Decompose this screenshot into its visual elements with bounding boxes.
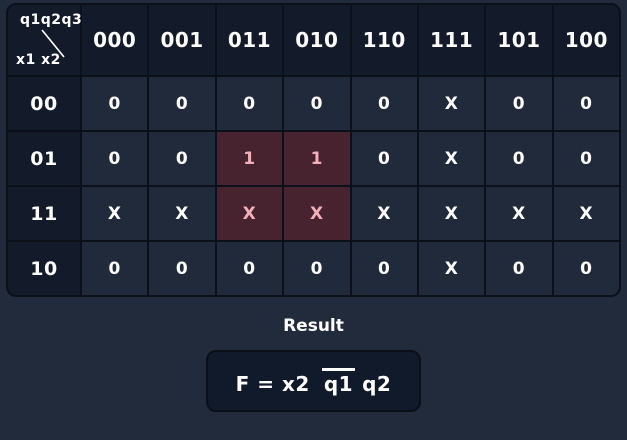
- row-header-10: 10: [8, 242, 80, 295]
- kmap-cell[interactable]: 0: [351, 132, 417, 185]
- row-header-00: 00: [8, 77, 80, 130]
- col-header-111: 111: [418, 5, 485, 75]
- kmap-cell[interactable]: 0: [82, 77, 148, 130]
- kmap-cell[interactable]: X: [351, 187, 417, 240]
- result-label: Result: [283, 316, 344, 336]
- kmap-cell[interactable]: X: [418, 242, 485, 295]
- kmap-cell[interactable]: 0: [351, 77, 417, 130]
- kmap-corner-cell: q1q2q3 x1 x2: [8, 5, 83, 75]
- col-header-110: 110: [351, 5, 417, 75]
- col-header-101: 101: [486, 5, 552, 75]
- col-header-001: 001: [149, 5, 215, 75]
- kmap-table: q1q2q3 x1 x2 000 001 011 010 110 111 101…: [6, 3, 621, 297]
- kmap-cell[interactable]: 0: [553, 77, 619, 130]
- kmap-cell[interactable]: 0: [216, 77, 283, 130]
- kmap-cell[interactable]: 0: [216, 242, 283, 295]
- kmap-cell[interactable]: 0: [351, 242, 417, 295]
- kmap-cell[interactable]: X: [486, 187, 552, 240]
- row-header-01: 01: [8, 132, 80, 185]
- formula-prefix: F = x2: [235, 372, 310, 396]
- kmap-cell[interactable]: 0: [553, 242, 619, 295]
- kmap-cell[interactable]: 0: [284, 77, 350, 130]
- kmap-cell[interactable]: X: [553, 187, 619, 240]
- kmap-cell[interactable]: 1: [216, 132, 283, 185]
- kmap-cell[interactable]: X: [418, 132, 485, 185]
- kmap-cell[interactable]: X: [216, 187, 283, 240]
- kmap-cell[interactable]: 1: [284, 132, 350, 185]
- col-header-000: 000: [82, 5, 148, 75]
- col-header-011: 011: [216, 5, 283, 75]
- formula-overlined-term: q1: [321, 368, 356, 396]
- kmap-cell[interactable]: 0: [486, 242, 552, 295]
- kmap-cell[interactable]: X: [149, 187, 215, 240]
- kmap-cell[interactable]: X: [82, 187, 148, 240]
- kmap-cell[interactable]: 0: [149, 77, 215, 130]
- kmap-cell[interactable]: X: [418, 77, 485, 130]
- col-header-010: 010: [284, 5, 350, 75]
- diagonal-divider-line: [41, 29, 65, 58]
- kmap-cell[interactable]: X: [284, 187, 350, 240]
- result-formula-box: F = x2 q1 q2: [205, 350, 422, 412]
- kmap-cell[interactable]: 0: [149, 242, 215, 295]
- kmap-cell[interactable]: 0: [486, 77, 552, 130]
- kmap-cell[interactable]: X: [418, 187, 485, 240]
- corner-col-vars-label: q1q2q3: [20, 12, 83, 28]
- kmap-cell[interactable]: 0: [82, 242, 148, 295]
- result-section: Result F = x2 q1 q2: [0, 312, 627, 412]
- kmap-cell[interactable]: 0: [553, 132, 619, 185]
- corner-row-vars-label: x1 x2: [16, 52, 61, 68]
- kmap-cell[interactable]: 0: [82, 132, 148, 185]
- formula-suffix: q2: [362, 372, 392, 396]
- kmap-cell[interactable]: 0: [284, 242, 350, 295]
- kmap-cell[interactable]: 0: [149, 132, 215, 185]
- col-header-100: 100: [553, 5, 619, 75]
- kmap-cell[interactable]: 0: [486, 132, 552, 185]
- row-header-11: 11: [8, 187, 80, 240]
